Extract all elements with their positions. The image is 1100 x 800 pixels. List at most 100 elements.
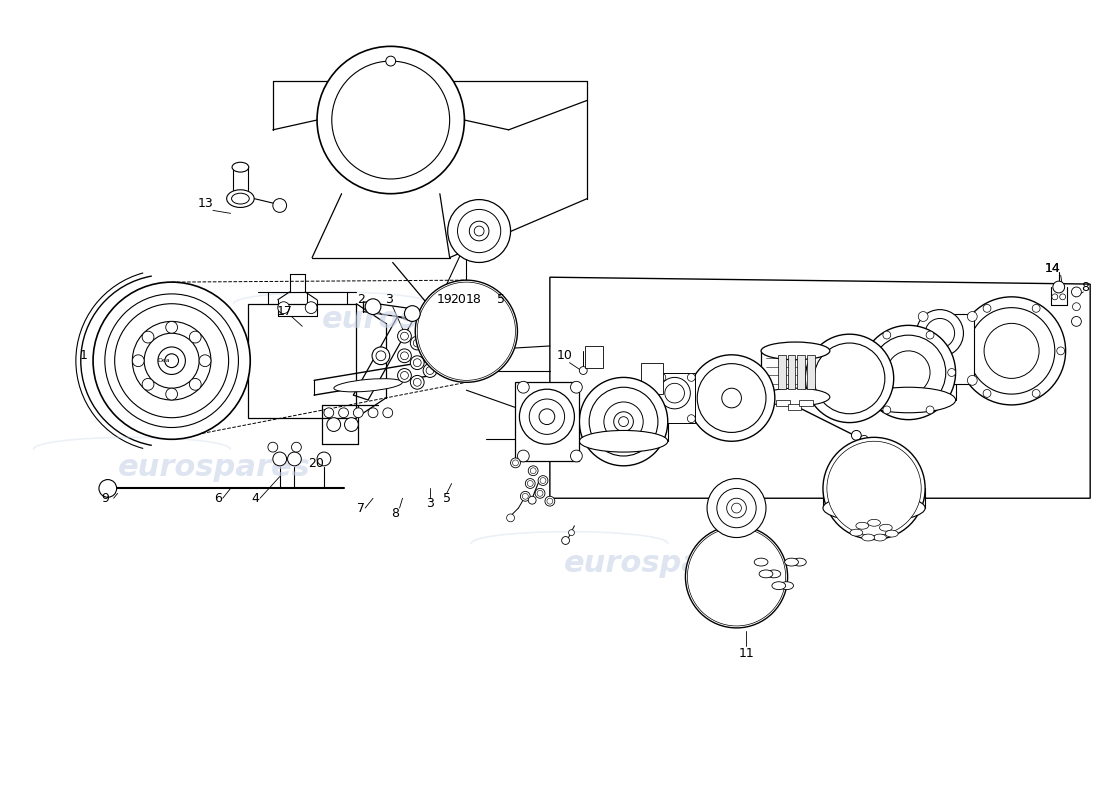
Text: 1: 1 (79, 350, 87, 362)
Circle shape (99, 479, 117, 498)
Circle shape (1057, 347, 1065, 355)
Circle shape (926, 331, 934, 339)
Circle shape (695, 535, 778, 618)
Circle shape (688, 528, 785, 626)
Circle shape (664, 383, 684, 403)
Circle shape (397, 369, 411, 382)
Circle shape (292, 442, 301, 452)
Circle shape (723, 563, 750, 590)
Circle shape (528, 496, 536, 504)
Circle shape (833, 447, 915, 530)
Circle shape (571, 382, 582, 393)
Bar (921, 314, 975, 384)
Circle shape (317, 46, 464, 194)
Bar (516, 382, 580, 461)
Circle shape (470, 222, 490, 241)
Circle shape (517, 382, 529, 393)
Circle shape (967, 311, 977, 322)
Circle shape (424, 344, 437, 358)
Circle shape (439, 304, 494, 358)
Circle shape (871, 335, 946, 410)
Ellipse shape (761, 388, 829, 406)
Circle shape (688, 414, 695, 422)
Circle shape (540, 478, 546, 483)
Ellipse shape (873, 534, 887, 541)
Circle shape (376, 351, 386, 361)
Circle shape (948, 369, 956, 377)
Text: 13: 13 (198, 197, 213, 210)
Circle shape (580, 366, 587, 374)
Text: 20: 20 (308, 458, 324, 470)
Circle shape (526, 478, 535, 489)
Ellipse shape (805, 334, 893, 422)
Circle shape (142, 378, 154, 390)
Text: 8: 8 (390, 507, 398, 521)
Text: 10: 10 (557, 350, 572, 362)
Circle shape (544, 496, 554, 506)
Text: 14: 14 (1045, 262, 1060, 275)
Circle shape (887, 351, 929, 394)
Circle shape (519, 389, 574, 444)
Circle shape (452, 317, 481, 346)
Bar (800, 400, 813, 406)
Ellipse shape (856, 522, 869, 529)
Bar (807, 355, 815, 389)
Circle shape (851, 430, 861, 440)
Ellipse shape (722, 388, 741, 408)
Circle shape (323, 408, 333, 418)
Circle shape (535, 489, 544, 498)
Ellipse shape (232, 162, 249, 172)
Text: 2: 2 (358, 294, 365, 306)
Circle shape (855, 469, 893, 508)
Circle shape (189, 331, 201, 343)
Circle shape (1071, 287, 1081, 297)
Circle shape (426, 347, 433, 355)
Circle shape (590, 387, 658, 456)
Circle shape (717, 489, 756, 528)
Circle shape (365, 299, 381, 314)
Circle shape (827, 442, 921, 535)
Circle shape (353, 408, 363, 418)
Circle shape (522, 494, 528, 499)
Ellipse shape (772, 582, 785, 590)
Circle shape (517, 450, 529, 462)
Circle shape (94, 282, 250, 439)
Circle shape (372, 347, 389, 365)
Circle shape (823, 438, 925, 539)
Text: 5: 5 (497, 294, 505, 306)
Bar (641, 362, 663, 394)
Text: 19: 19 (437, 294, 452, 306)
Circle shape (510, 458, 520, 468)
Circle shape (474, 226, 484, 236)
Ellipse shape (823, 494, 925, 522)
Circle shape (838, 453, 910, 524)
Circle shape (569, 530, 574, 535)
Circle shape (537, 490, 543, 496)
Circle shape (400, 332, 408, 340)
Circle shape (861, 369, 869, 377)
Bar (778, 355, 785, 389)
Circle shape (732, 503, 741, 513)
Circle shape (618, 417, 628, 426)
Ellipse shape (767, 570, 781, 578)
Circle shape (448, 199, 510, 262)
Circle shape (658, 374, 666, 382)
Circle shape (424, 364, 437, 378)
Circle shape (1032, 390, 1041, 398)
Circle shape (983, 390, 991, 398)
Circle shape (984, 323, 1040, 378)
Circle shape (918, 375, 928, 386)
Circle shape (421, 286, 512, 377)
Circle shape (104, 294, 239, 427)
Text: 11: 11 (738, 647, 755, 660)
Circle shape (458, 210, 500, 253)
Ellipse shape (689, 355, 774, 442)
Circle shape (538, 476, 548, 486)
Circle shape (527, 481, 534, 486)
Circle shape (425, 290, 507, 373)
Text: 6: 6 (213, 492, 222, 505)
Circle shape (142, 331, 154, 343)
Circle shape (268, 442, 277, 452)
Circle shape (368, 408, 378, 418)
Circle shape (1052, 294, 1058, 300)
